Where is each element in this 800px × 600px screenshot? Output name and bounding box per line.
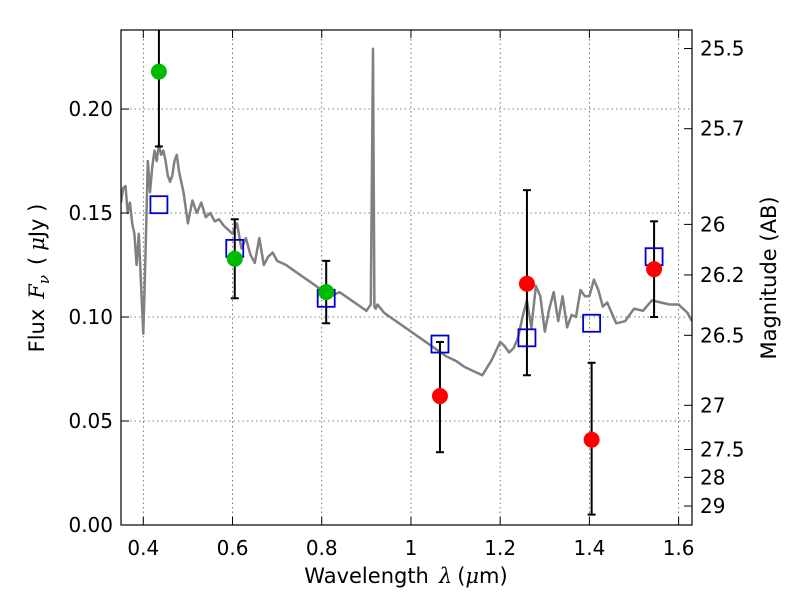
x-tick-label: 1.6	[663, 536, 695, 560]
plot-frame	[120, 29, 693, 526]
y2-tick-label: 25.5	[700, 37, 745, 61]
y-tick-label: 0.15	[68, 201, 113, 225]
model-spectrum-line	[121, 47, 692, 377]
photometry-point	[646, 261, 663, 278]
y2-axis-label: Magnitude (AB)	[757, 196, 781, 359]
photometry-point	[518, 275, 535, 292]
ticks: 0.4 0.6 0.8 1 1.2 1.4 1.6 0.00 0.05 0.10 0.15 0.20 2…	[68, 30, 745, 560]
y2-tick-label: 27.5	[700, 437, 745, 461]
y2-tick-label: 26.5	[700, 323, 745, 347]
y2-tick-label: 26	[700, 212, 725, 236]
x-tick-label: 1.2	[484, 536, 516, 560]
photometry-point	[431, 388, 448, 405]
error-bars	[154, 30, 659, 516]
model-photometry-box	[430, 334, 450, 354]
detection-point	[150, 63, 167, 80]
y2-tick-label: 27	[700, 393, 725, 417]
x-tick-label: 1	[405, 536, 418, 560]
y2-tick-label: 29	[700, 494, 725, 518]
detection-point	[226, 250, 243, 267]
y2-tick-label: 25.7	[700, 117, 745, 141]
x-tick-label: 0.8	[306, 536, 338, 560]
x-axis-label: Wavelength λ (μm)	[304, 564, 507, 588]
y2-tick-label: 28	[700, 465, 725, 489]
x-tick-label: 0.4	[127, 536, 159, 560]
y-tick-label: 0.05	[68, 409, 113, 433]
y-axis-label: FluxFν(μJy )	[25, 204, 53, 353]
y2-tick-label: 26.2	[700, 263, 745, 287]
detection-point	[318, 284, 335, 301]
data-points	[150, 63, 663, 448]
grid	[121, 30, 692, 526]
y-tick-label: 0.00	[68, 513, 113, 537]
photometry-point	[583, 431, 600, 448]
model-photometry-box	[149, 195, 169, 215]
x-tick-label: 1.4	[573, 536, 605, 560]
y-tick-label: 0.20	[68, 97, 113, 121]
x-tick-label: 0.6	[217, 536, 249, 560]
model-spectrum-layer	[121, 47, 692, 377]
y-tick-label: 0.10	[68, 305, 113, 329]
model-photometry-box	[517, 328, 537, 348]
model-photometry-box	[582, 313, 602, 333]
